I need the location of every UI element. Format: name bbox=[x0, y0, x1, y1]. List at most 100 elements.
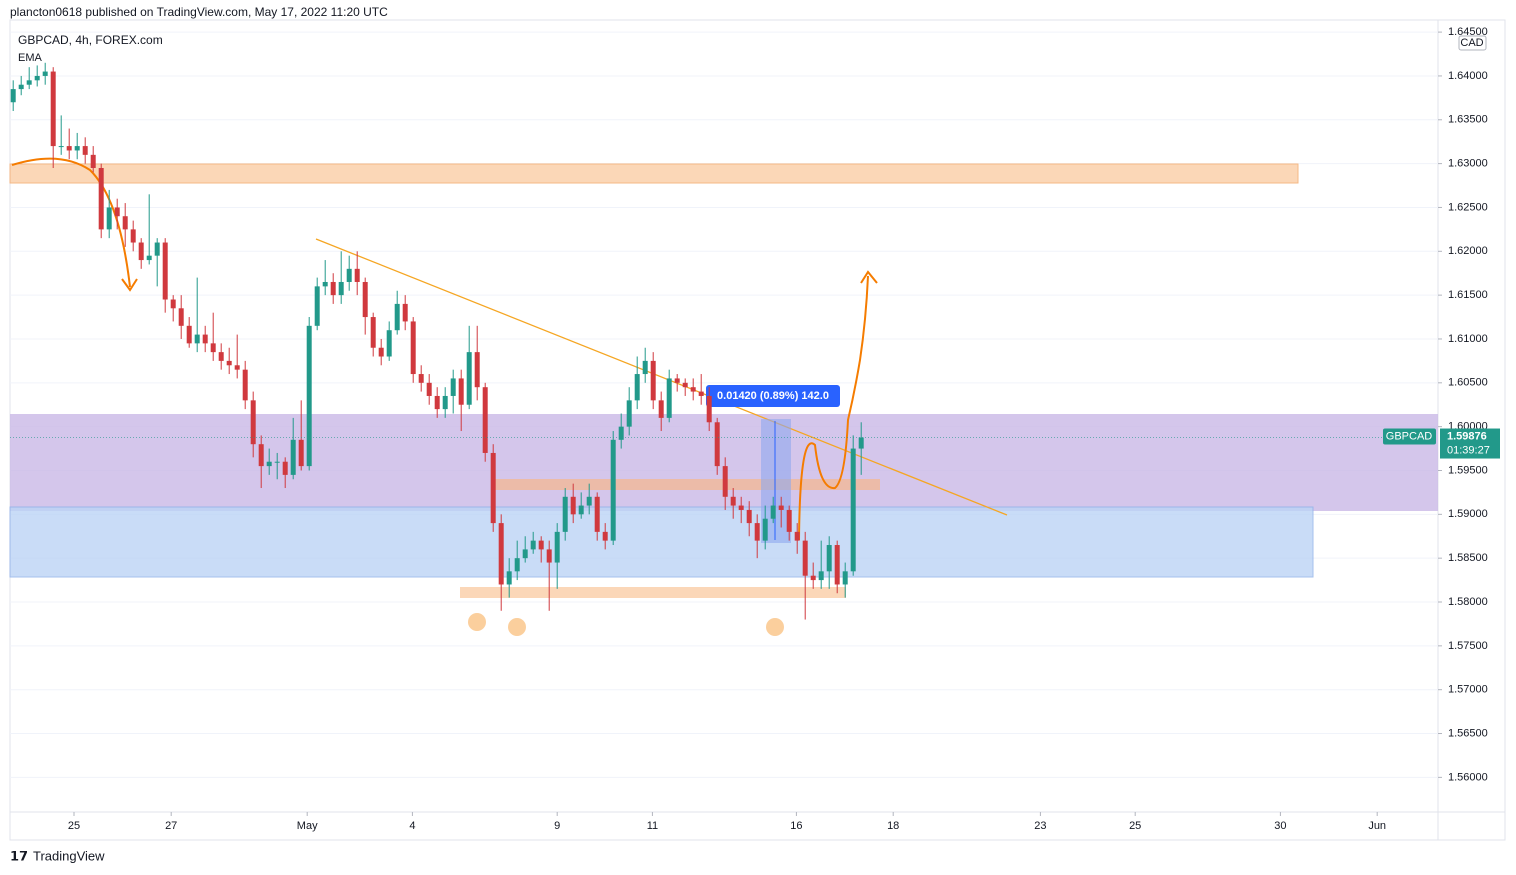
candle-body bbox=[538, 540, 544, 550]
candle-body bbox=[170, 299, 176, 309]
y-tick-label: 1.57500 bbox=[1448, 640, 1488, 652]
candle-body bbox=[522, 549, 528, 559]
y-tick-label: 1.64000 bbox=[1448, 70, 1488, 82]
candle-body bbox=[338, 281, 344, 296]
y-tick-label: 1.57000 bbox=[1448, 684, 1488, 696]
candle-body bbox=[130, 229, 136, 243]
low-marker bbox=[508, 618, 526, 636]
candle-body bbox=[82, 146, 88, 155]
last-price-label: 1.59876 bbox=[1447, 430, 1487, 442]
low-marker bbox=[468, 613, 486, 631]
candle-body bbox=[10, 89, 16, 103]
candle-body bbox=[442, 395, 448, 410]
candle-body bbox=[90, 154, 96, 169]
candle-body bbox=[658, 400, 664, 418]
candle-body bbox=[458, 378, 464, 405]
measure-label: 0.01420 (0.89%) 142.0 bbox=[717, 390, 829, 402]
candle-body bbox=[666, 378, 672, 418]
candle-body bbox=[530, 540, 536, 550]
candle-body bbox=[106, 207, 112, 230]
x-tick-label: 9 bbox=[554, 820, 560, 832]
candle-body bbox=[306, 325, 312, 467]
candle-body bbox=[426, 382, 432, 396]
candle-body bbox=[546, 549, 552, 563]
footer-logo: 𝟭𝟳 bbox=[10, 848, 28, 863]
candle-body bbox=[778, 505, 784, 510]
candle-body bbox=[402, 303, 408, 322]
candle-body bbox=[762, 518, 768, 541]
candle-body bbox=[322, 281, 328, 287]
candle-body bbox=[802, 540, 808, 576]
countdown: 01:39:27 bbox=[1447, 444, 1490, 456]
candle-body bbox=[58, 146, 64, 148]
candle-body bbox=[562, 496, 568, 532]
y-tick-label: 1.59000 bbox=[1448, 508, 1488, 520]
arrow-down bbox=[11, 157, 131, 288]
y-tick-label: 1.63500 bbox=[1448, 114, 1488, 126]
currency: CAD bbox=[1460, 37, 1483, 49]
candle-body bbox=[594, 496, 600, 532]
candle-body bbox=[586, 496, 592, 506]
support-zone bbox=[9, 506, 1314, 578]
candle-body bbox=[346, 268, 352, 282]
symbol-label: GBPCAD bbox=[1386, 430, 1433, 442]
candle-body bbox=[642, 360, 648, 375]
candle-body bbox=[554, 531, 560, 563]
y-tick-label: 1.58000 bbox=[1448, 596, 1488, 608]
candle-body bbox=[434, 395, 440, 410]
candle-body bbox=[466, 352, 472, 405]
y-tick-label: 1.63000 bbox=[1448, 158, 1488, 170]
candle-body bbox=[42, 71, 48, 76]
y-tick-label: 1.61500 bbox=[1448, 289, 1488, 301]
candle-body bbox=[818, 571, 824, 581]
candle-body bbox=[290, 439, 296, 475]
candle-body bbox=[298, 439, 304, 467]
candle-body bbox=[842, 571, 848, 585]
candle-body bbox=[378, 347, 384, 357]
candle-body bbox=[74, 146, 80, 151]
candle-body bbox=[202, 334, 208, 344]
candle-body bbox=[698, 391, 704, 396]
drawings bbox=[9, 157, 1438, 636]
candle-body bbox=[490, 452, 496, 524]
candle-body bbox=[610, 439, 616, 541]
indicator-label: EMA bbox=[18, 52, 43, 64]
candle-body bbox=[66, 146, 72, 151]
candle-body bbox=[794, 531, 800, 541]
candle-body bbox=[186, 325, 192, 344]
candle-body bbox=[50, 71, 56, 147]
candle-body bbox=[162, 242, 168, 300]
candle-body bbox=[274, 461, 280, 463]
candle-body bbox=[626, 400, 632, 427]
low-marker bbox=[766, 618, 784, 636]
candle-body bbox=[786, 509, 792, 532]
candle-body bbox=[498, 523, 504, 585]
candle-body bbox=[474, 352, 480, 388]
candle-body bbox=[738, 505, 744, 510]
candle-body bbox=[690, 387, 696, 392]
candle-body bbox=[194, 334, 200, 344]
candle-body bbox=[578, 505, 584, 515]
x-tick-label: May bbox=[297, 820, 318, 832]
arrow-head bbox=[121, 278, 138, 292]
candle-body bbox=[450, 378, 456, 396]
projection-path bbox=[798, 275, 869, 541]
candle-body bbox=[218, 352, 224, 361]
y-tick-label: 1.62500 bbox=[1448, 201, 1488, 213]
candle-body bbox=[282, 461, 288, 475]
mid-zone bbox=[493, 479, 880, 490]
x-tick-label: 11 bbox=[647, 820, 658, 832]
candle-body bbox=[242, 369, 248, 401]
arrow-head bbox=[860, 270, 878, 284]
candle-body bbox=[482, 387, 488, 453]
candle-body bbox=[850, 448, 856, 572]
candle-body bbox=[514, 558, 520, 572]
y-tick-label: 1.56000 bbox=[1448, 771, 1488, 783]
candle-body bbox=[138, 242, 144, 261]
candle-body bbox=[706, 395, 712, 423]
candle-body bbox=[330, 281, 336, 296]
x-tick-label: 25 bbox=[1129, 820, 1141, 832]
y-tick-label: 1.60500 bbox=[1448, 377, 1488, 389]
candle-body bbox=[810, 575, 816, 581]
currency-badge bbox=[1458, 35, 1487, 51]
